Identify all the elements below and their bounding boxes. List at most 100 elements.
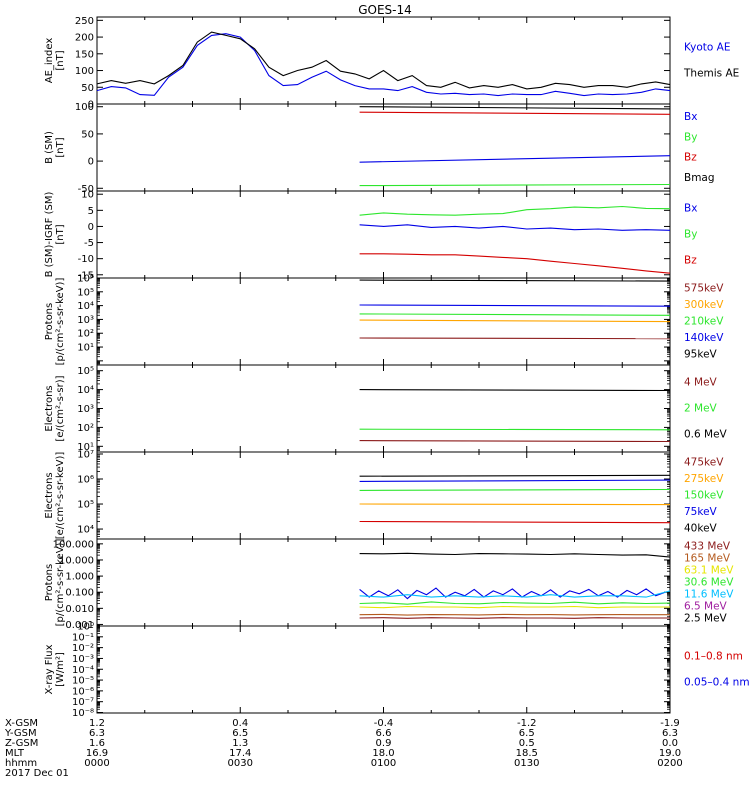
footer-row-label: MLT	[5, 748, 25, 759]
y-tick-label: 10⁻³	[72, 654, 94, 665]
y-tick-label: 50	[81, 83, 94, 94]
footer-value: 0130	[514, 758, 539, 769]
series-210kev	[359, 313, 671, 316]
footer-row-label: Y-GSM	[4, 728, 37, 739]
y-tick-label: 10⁻⁴	[72, 665, 94, 676]
y-tick-label: 0	[88, 100, 94, 111]
y-tick-label: 250	[75, 16, 94, 27]
series-4-mev	[359, 440, 671, 443]
y-tick-label: 0.010	[65, 604, 94, 615]
y-tick-label: 0	[88, 157, 94, 168]
footer-value: 0030	[228, 758, 253, 769]
panel-electrons_low: 10⁴ 10⁵ 10⁶ 10⁷ Electrons[e/(cm²-s-sr-keV)] 4…	[44, 449, 724, 540]
legend-entry: 0.05–0.4 nm	[684, 677, 750, 689]
legend-entry: 300keV	[684, 299, 724, 311]
y-axis-label: X-ray Flux[W/m²]	[44, 644, 66, 694]
series-2-5-mev	[359, 552, 671, 558]
y-axis-label-line: [nT]	[55, 50, 66, 70]
footer-row-label: hhmm	[5, 758, 37, 769]
legend-entry: 0.1–0.8 nm	[684, 651, 743, 663]
y-axis-label-line: X-ray Flux	[44, 644, 55, 694]
y-axis-label-line: Protons	[44, 303, 55, 340]
panel-b_sm: -50 0 50 100 B (SM)[nT] Bx By Bz Bmag	[44, 102, 715, 195]
legend-entry: Bmag	[684, 172, 715, 184]
footer-value: 6.5	[519, 728, 535, 739]
y-tick-label: 10⁻²	[72, 643, 94, 654]
legend-entry: 210keV	[684, 316, 724, 328]
series-2-mev	[359, 428, 671, 431]
panel-frame	[96, 451, 671, 540]
legend-entry: 140keV	[684, 332, 724, 344]
y-tick-label: 10⁷	[77, 449, 94, 460]
panel-frame	[96, 16, 671, 105]
y-axis-label-line: Electrons	[44, 385, 55, 431]
y-tick-label: 10⁻¹	[72, 632, 94, 643]
series-63-1-mev	[359, 605, 670, 609]
y-tick-label: 10⁻⁶	[72, 686, 94, 697]
footer-value: 18.5	[516, 748, 538, 759]
y-axis-label-line: B (SM)-IGRF (SM)	[44, 192, 55, 278]
footer-value: 1.2	[89, 718, 105, 729]
y-axis-label: B (SM)-IGRF (SM)[nT]	[44, 192, 66, 278]
legend-entry: By	[684, 131, 697, 143]
y-tick-label: 10⁶	[77, 475, 94, 486]
legend-entry: 433 MeV	[684, 541, 731, 553]
series-11-6-mev	[359, 590, 671, 598]
y-tick-label: 150	[75, 49, 94, 60]
y-axis-label-line: [nT]	[55, 137, 66, 157]
y-tick-label: 10¹	[77, 442, 94, 453]
legend-entry: 30.6 MeV	[684, 577, 734, 589]
y-axis-label-line: [e/(cm²-s-sr)]	[55, 375, 66, 441]
y-tick-label: 10⁻⁷	[72, 697, 94, 708]
panel-frame	[96, 103, 671, 192]
y-axis-label-line: [p/(cm²-s-sr-keV)]	[55, 539, 66, 627]
y-tick-label: 10⁴	[77, 385, 94, 396]
series-165-mev	[359, 613, 670, 616]
footer-value: 19.0	[659, 748, 681, 759]
legend-entry: 575keV	[684, 283, 724, 295]
footer-value: 16.9	[86, 748, 108, 759]
series-433-mev	[359, 617, 670, 619]
panel-ae: 0 50 100 150 200 250 AE_index[nT] Kyoto AE Themi…	[44, 16, 739, 111]
legend-entry: Bz	[684, 255, 697, 267]
y-tick-label: 100	[75, 102, 94, 113]
y-tick-label: 10⁴	[77, 301, 94, 312]
y-tick-label: 0.001	[65, 620, 94, 631]
y-tick-label: 10⁻⁵	[72, 676, 94, 687]
y-tick-label: 10²	[77, 329, 94, 340]
footer-value: 0000	[84, 758, 109, 769]
y-tick-label: 0.100	[65, 588, 94, 599]
y-axis-label: AE_index[nT]	[44, 38, 66, 84]
legend-entry: 150keV	[684, 490, 724, 502]
footer-value: 18.0	[372, 748, 394, 759]
footer-value: -1.9	[660, 718, 680, 729]
footer-value: 6.3	[662, 728, 678, 739]
footer-value: -1.2	[517, 718, 537, 729]
y-axis-label-line: [e/(cm²-s-sr-keV)]	[55, 452, 66, 540]
y-tick-label: 100.000	[53, 539, 94, 550]
y-tick-label: -50	[78, 184, 94, 195]
footer-value: 1.6	[89, 738, 105, 749]
y-tick-label: 10³	[77, 315, 94, 326]
footer-value: -0.4	[374, 718, 394, 729]
footer-value: 1.3	[232, 738, 248, 749]
legend-entry: 2.5 MeV	[684, 612, 728, 624]
footer-value: 0100	[371, 758, 396, 769]
y-tick-label: 10⁴	[77, 525, 94, 536]
y-axis-label-line: Electrons	[44, 472, 55, 518]
y-tick-label: 10.000	[59, 555, 94, 566]
legend-entry: 165 MeV	[684, 553, 731, 565]
footer-value: 6.6	[376, 728, 392, 739]
y-tick-label: 10³	[77, 404, 94, 415]
footer-value: 0200	[657, 758, 682, 769]
legend-entry: 275keV	[684, 473, 724, 485]
series-575kev	[359, 337, 671, 340]
y-tick-label: 1.000	[65, 572, 94, 583]
footer-ephemeris: X-GSM 1.2 0.4 -0.4 -1.2 -1.9 Y-GSM 6.3 6.5 6.6 6.5…	[4, 718, 683, 779]
series-475kev	[359, 520, 671, 524]
y-axis-label: Protons[p/(cm²-s-sr-keV)]	[44, 278, 66, 366]
legend-entry: 2 MeV	[684, 403, 718, 415]
y-axis-label: Electrons[e/(cm²-s-sr-keV)]	[44, 452, 66, 540]
y-axis-label: B (SM)[nT]	[44, 131, 66, 164]
